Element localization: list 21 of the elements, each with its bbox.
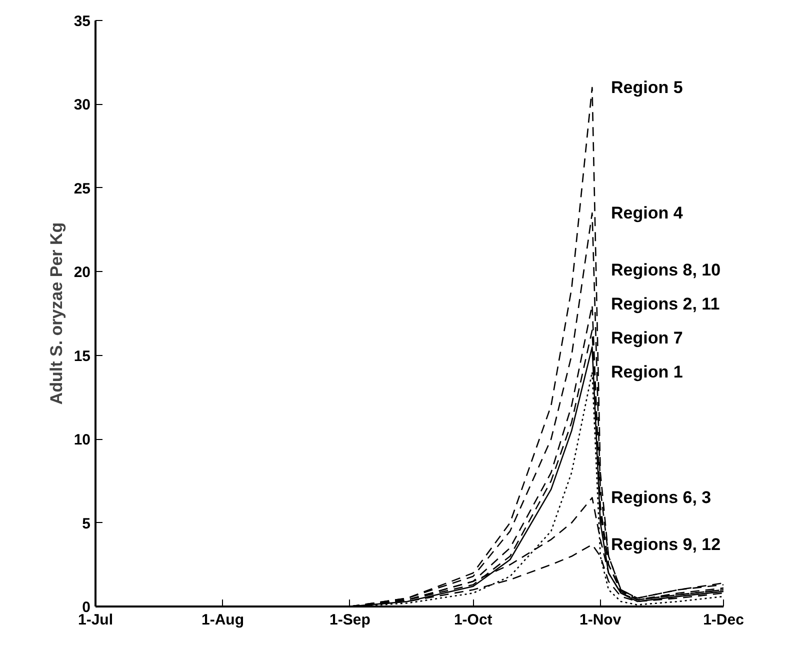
y-axis-title: Adult S. oryzae Per Kg: [46, 222, 66, 405]
annotation: Regions 9, 12: [610, 535, 721, 554]
annotation: Regions 8, 10: [610, 260, 721, 280]
annotation: Region 4: [610, 204, 684, 223]
y-tick-label: 25: [74, 180, 91, 198]
y-tick-label: 20: [74, 264, 91, 282]
y-tick-label: 5: [82, 515, 90, 532]
x-tick-label: 1-Oct: [454, 612, 492, 628]
annotation: Region 5: [610, 78, 683, 97]
annotation: Region 7: [610, 328, 683, 348]
y-tick-label: 30: [74, 96, 91, 114]
annotation: Regions 2, 11: [610, 294, 720, 314]
annotation: Regions 6, 3: [610, 488, 712, 508]
y-tick-label: 35: [74, 13, 91, 30]
x-tick-label: 1-Nov: [580, 612, 622, 628]
annotation: Region 1: [610, 362, 683, 382]
y-tick-label: 10: [74, 432, 91, 449]
y-tick-label: 15: [74, 348, 91, 365]
x-tick-label: 1-Aug: [201, 612, 244, 628]
x-tick-label: 1-Sep: [330, 612, 370, 628]
x-tick-label: 1-Dec: [703, 612, 744, 628]
